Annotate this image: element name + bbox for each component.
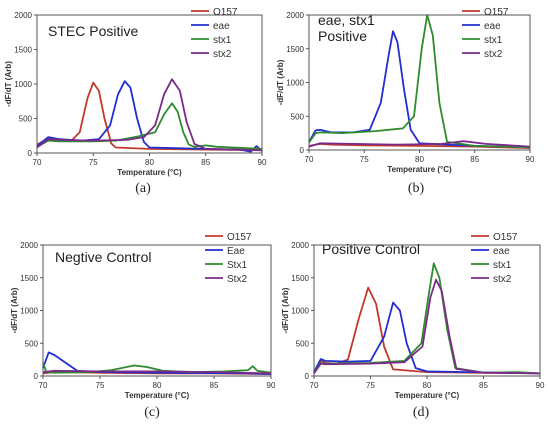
x-tick-label: 80	[423, 381, 432, 390]
legend-label-stx2: stx2	[213, 49, 232, 60]
panel-title: Positive Control	[322, 241, 420, 257]
x-tick-label: 90	[267, 381, 276, 390]
subfigure-label: (c)	[144, 405, 160, 420]
x-tick-label: 85	[470, 155, 479, 164]
y-tick-label: 1500	[291, 274, 309, 283]
y-tick-label: 1000	[291, 307, 309, 316]
y-axis-label: -dF/dT (Arb)	[276, 59, 285, 105]
y-tick-label: 0	[34, 372, 39, 381]
legend-label-eae: eae	[493, 246, 510, 257]
x-tick-label: 85	[201, 158, 210, 167]
y-tick-label: 500	[25, 339, 39, 348]
y-tick-label: 1000	[14, 80, 32, 89]
series-line-stx2	[308, 140, 531, 148]
panel-title: STEC Positive	[48, 23, 138, 39]
x-axis-label: Temperature (°C)	[387, 165, 452, 174]
series-line-stx1	[42, 362, 272, 374]
y-tick-label: 1000	[286, 79, 304, 88]
y-tick-label: 2000	[14, 11, 32, 20]
series-line-stx2	[42, 369, 272, 375]
y-tick-label: 500	[296, 339, 310, 348]
series-line-eae	[308, 30, 531, 149]
legend-label-o157: O157	[227, 232, 252, 243]
legend-label-stx2: Stx2	[227, 274, 247, 285]
x-tick-label: 75	[96, 381, 105, 390]
legend-label-stx1: Stx1	[227, 260, 247, 271]
series-line-stx1	[36, 102, 263, 150]
x-tick-label: 80	[145, 158, 154, 167]
y-axis-label: -dF/dT (Arb)	[10, 287, 19, 333]
subfigure-label: (a)	[135, 181, 151, 196]
x-tick-label: 75	[89, 158, 98, 167]
legend-label-stx1: stx1	[493, 260, 512, 271]
subfigure-label: (d)	[413, 405, 430, 420]
legend-label-eae: eae	[213, 21, 230, 32]
legend-label-stx2: stx2	[493, 274, 512, 285]
legend-label-eae: eae	[484, 21, 501, 32]
x-tick-label: 70	[39, 381, 48, 390]
legend-label-o157: O157	[484, 7, 509, 18]
y-tick-label: 500	[291, 112, 305, 121]
series-line-stx2	[36, 78, 263, 152]
legend-label-stx1: stx1	[213, 35, 232, 46]
series-line-stx1	[308, 14, 531, 149]
subfigure-label: (b)	[408, 181, 425, 196]
x-tick-label: 75	[360, 155, 369, 164]
y-tick-label: 1500	[286, 45, 304, 54]
x-tick-label: 90	[536, 381, 545, 390]
y-tick-label: 1000	[20, 307, 38, 316]
x-tick-label: 90	[258, 158, 267, 167]
y-tick-label: 1500	[14, 46, 32, 55]
legend-label-stx1: stx1	[484, 35, 503, 46]
series-line-stx2	[313, 278, 541, 375]
x-tick-label: 70	[310, 381, 319, 390]
x-tick-label: 75	[366, 381, 375, 390]
y-tick-label: 2000	[291, 241, 309, 250]
legend-label-stx2: stx2	[484, 49, 503, 60]
y-tick-label: 1500	[20, 274, 38, 283]
x-tick-label: 90	[526, 155, 535, 164]
panel-title: eae, stx1	[318, 12, 375, 28]
x-tick-label: 85	[210, 381, 219, 390]
panel-title: Positive	[318, 28, 367, 44]
series-line-o157	[313, 286, 541, 375]
y-tick-label: 0	[28, 149, 33, 158]
y-axis-label: -dF/dT (Arb)	[4, 61, 13, 107]
legend-label-o157: O157	[493, 232, 518, 243]
legend-label-eae: Eae	[227, 246, 245, 257]
x-tick-label: 85	[479, 381, 488, 390]
x-tick-label: 80	[415, 155, 424, 164]
y-tick-label: 0	[305, 372, 310, 381]
x-axis-label: Temperature (°C)	[117, 168, 182, 177]
y-tick-label: 2000	[286, 11, 304, 20]
series-line-eae	[313, 301, 541, 375]
y-axis-label: -dF/dT (Arb)	[281, 287, 290, 333]
y-tick-label: 2000	[20, 241, 38, 250]
legend-label-o157: O157	[213, 7, 238, 18]
x-tick-label: 70	[33, 158, 42, 167]
x-tick-label: 70	[305, 155, 314, 164]
x-tick-label: 80	[153, 381, 162, 390]
x-axis-label: Temperature (°C)	[125, 391, 190, 400]
panel-title: Negtive Control	[55, 249, 152, 265]
y-tick-label: 0	[300, 146, 305, 155]
y-tick-label: 500	[19, 115, 33, 124]
x-axis-label: Temperature (°C)	[395, 391, 460, 400]
